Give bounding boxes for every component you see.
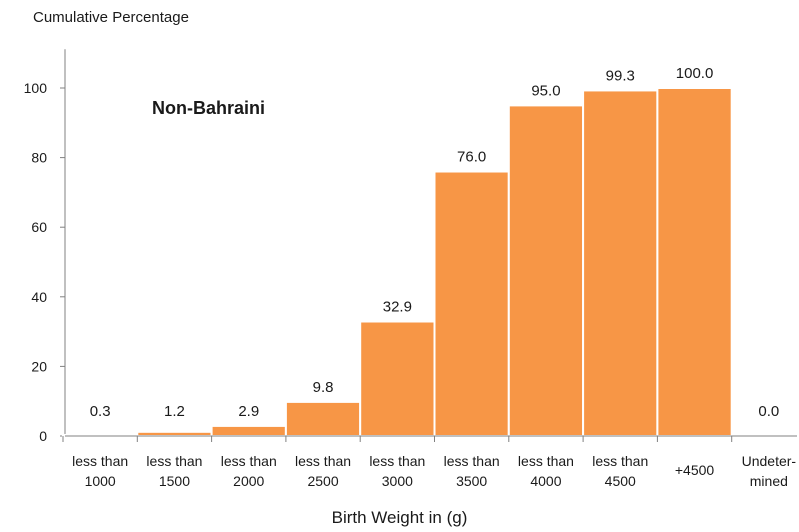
y-tick-label: 80 bbox=[31, 150, 47, 166]
y-tick-label: 60 bbox=[31, 219, 47, 235]
data-label: 1.2 bbox=[164, 403, 185, 420]
x-tick-label: 3500 bbox=[456, 473, 487, 489]
x-tick-label: less than bbox=[72, 453, 128, 469]
data-label: 32.9 bbox=[383, 299, 412, 316]
data-label: 9.8 bbox=[313, 379, 334, 396]
x-tick-label: 3000 bbox=[382, 473, 413, 489]
data-label: 76.0 bbox=[457, 149, 486, 166]
y-axis-title: Cumulative Percentage bbox=[33, 9, 189, 26]
bar bbox=[656, 87, 733, 437]
bar bbox=[210, 424, 287, 437]
x-tick-label: less than bbox=[518, 453, 574, 469]
bar bbox=[582, 89, 659, 437]
x-tick-label: Undeter- bbox=[742, 453, 797, 469]
data-label: 2.9 bbox=[238, 403, 259, 420]
x-tick-label: less than bbox=[444, 453, 500, 469]
data-label: 99.3 bbox=[606, 67, 635, 84]
data-label: 0.0 bbox=[758, 403, 779, 420]
x-tick-label: +4500 bbox=[675, 462, 715, 478]
x-tick-label: 2000 bbox=[233, 473, 264, 489]
x-tick-label: 2500 bbox=[307, 473, 338, 489]
x-tick-label: less than bbox=[221, 453, 277, 469]
x-tick-label: 1000 bbox=[85, 473, 116, 489]
x-axis-title: Birth Weight in (g) bbox=[331, 508, 468, 527]
series-title: Non-Bahraini bbox=[152, 98, 266, 118]
x-tick-label: mined bbox=[750, 473, 788, 489]
y-tick-label: 0 bbox=[39, 428, 47, 444]
x-tick-label: less than bbox=[146, 453, 202, 469]
x-tick-label: less than bbox=[592, 453, 648, 469]
x-tick-label: less than bbox=[369, 453, 425, 469]
x-tick-label: 4500 bbox=[605, 473, 636, 489]
y-tick-label: 20 bbox=[31, 358, 47, 374]
y-tick-label: 40 bbox=[31, 289, 47, 305]
y-tick-label: 100 bbox=[24, 80, 48, 96]
bar bbox=[284, 400, 362, 437]
bar bbox=[433, 170, 510, 438]
x-tick-label: 4000 bbox=[530, 473, 561, 489]
data-label: 0.3 bbox=[90, 403, 111, 420]
data-label: 100.0 bbox=[676, 65, 714, 82]
bar bbox=[507, 104, 585, 438]
data-label: 95.0 bbox=[531, 82, 560, 99]
x-tick-label: less than bbox=[295, 453, 351, 469]
bar bbox=[136, 430, 213, 438]
bar bbox=[359, 320, 436, 437]
x-tick-label: 1500 bbox=[159, 473, 190, 489]
